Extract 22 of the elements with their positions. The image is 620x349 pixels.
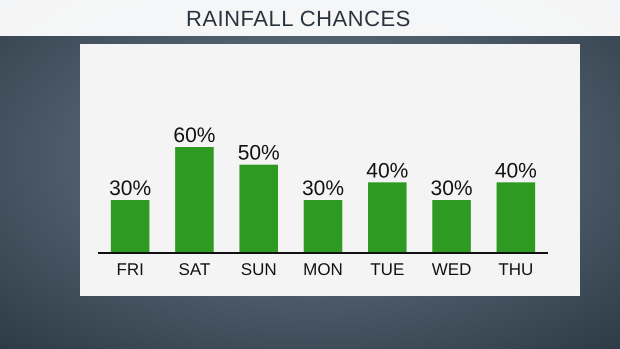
x-tick-label: FRI: [116, 260, 144, 279]
bar: [496, 182, 536, 253]
bar: [239, 164, 278, 253]
bar: [304, 200, 342, 253]
data-label: 30%: [430, 177, 473, 200]
x-tick-label: SUN: [240, 260, 277, 279]
x-tick-label: WED: [432, 260, 472, 279]
x-tick-label: MON: [303, 260, 343, 279]
data-label: 30%: [109, 177, 152, 200]
data-label: 60%: [173, 124, 216, 147]
x-tick-label: THU: [498, 260, 534, 279]
data-label: 40%: [494, 159, 537, 182]
x-tick-label: TUE: [370, 260, 404, 279]
data-label: 50%: [238, 142, 280, 165]
bar: [432, 200, 471, 253]
bar: [110, 200, 150, 253]
bar: [368, 182, 407, 253]
x-tick-label: SAT: [178, 260, 210, 279]
data-label: 30%: [302, 177, 344, 200]
data-label: 40%: [366, 159, 408, 182]
bar: [175, 147, 214, 253]
chart-title: RAINFALL CHANCES: [186, 6, 411, 31]
